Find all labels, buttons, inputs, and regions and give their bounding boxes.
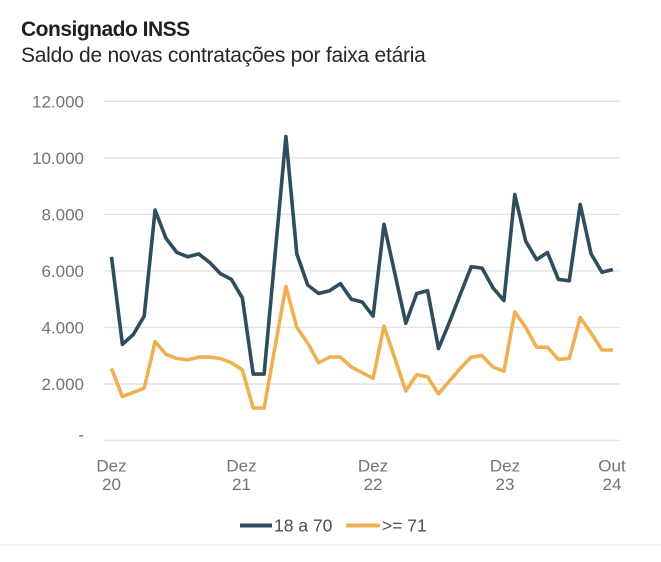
svg-text:Saldo de novas contratações po: Saldo de novas contratações por faixa et… xyxy=(21,44,426,67)
svg-text:-: - xyxy=(78,426,84,445)
svg-text:18 a 70: 18 a 70 xyxy=(274,516,333,536)
svg-text:Dez: Dez xyxy=(226,457,256,476)
svg-text:22: 22 xyxy=(364,475,383,494)
svg-text:6.000: 6.000 xyxy=(41,262,84,281)
svg-text:20: 20 xyxy=(102,475,121,494)
svg-text:4.000: 4.000 xyxy=(41,318,84,337)
svg-text:12.000: 12.000 xyxy=(32,92,84,111)
svg-text:Dez: Dez xyxy=(358,457,388,476)
svg-text:24: 24 xyxy=(603,475,622,494)
svg-text:Dez: Dez xyxy=(490,457,520,476)
svg-text:Consignado INSS: Consignado INSS xyxy=(21,18,190,41)
svg-text:>= 71: >= 71 xyxy=(382,516,427,536)
svg-text:Out: Out xyxy=(598,457,626,476)
svg-text:21: 21 xyxy=(232,475,251,494)
svg-text:8.000: 8.000 xyxy=(41,205,84,224)
svg-text:Dez: Dez xyxy=(96,457,126,476)
svg-text:2.000: 2.000 xyxy=(41,375,84,394)
svg-text:23: 23 xyxy=(496,475,515,494)
svg-text:10.000: 10.000 xyxy=(32,149,84,168)
